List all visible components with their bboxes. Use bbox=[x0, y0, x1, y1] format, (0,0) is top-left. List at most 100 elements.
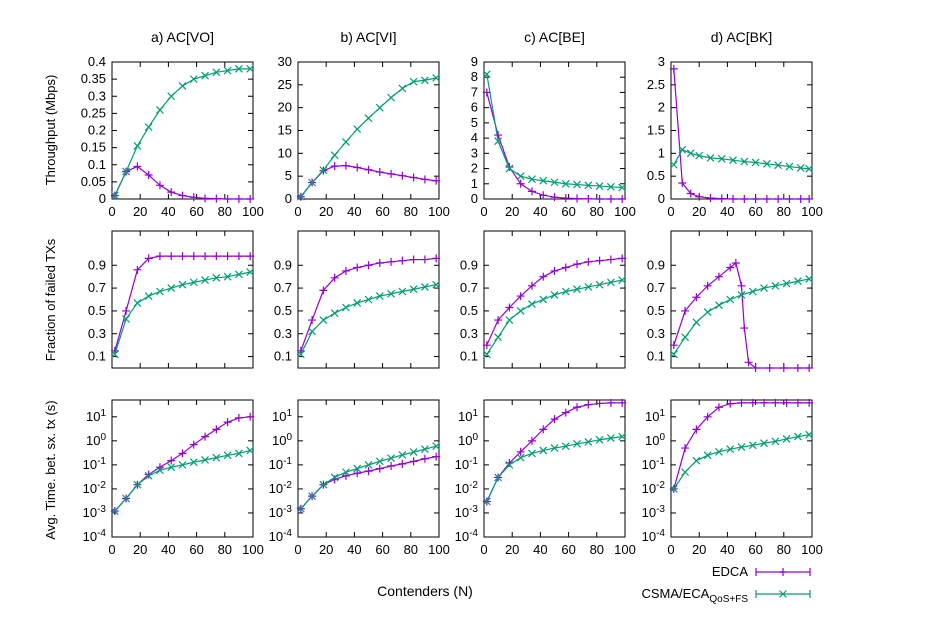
data-point-edca bbox=[762, 195, 771, 203]
data-point-csma bbox=[606, 434, 615, 443]
data-point-csma bbox=[398, 450, 407, 459]
y-tick-label: 3 bbox=[658, 54, 665, 69]
y-tick-label: 0.5 bbox=[88, 303, 106, 318]
data-point-csma bbox=[167, 92, 176, 101]
x-tick-label: 60 bbox=[748, 204, 762, 219]
data-point-edca bbox=[201, 194, 210, 203]
plot-frame bbox=[670, 61, 813, 200]
data-point-csma bbox=[561, 179, 570, 188]
data-point-csma bbox=[156, 287, 164, 296]
data-point-csma bbox=[223, 272, 232, 281]
data-point-edca bbox=[212, 425, 221, 434]
data-point-edca bbox=[561, 263, 570, 272]
x-tick-label: 80 bbox=[590, 204, 604, 219]
data-point-edca bbox=[717, 194, 726, 203]
data-point-csma bbox=[539, 176, 548, 185]
data-point-csma bbox=[398, 287, 407, 296]
data-point-edca bbox=[737, 398, 746, 407]
x-tick-label: 40 bbox=[161, 542, 175, 557]
y-tick-label: 0.7 bbox=[460, 280, 478, 295]
data-point-csma bbox=[729, 156, 737, 165]
data-point-csma bbox=[409, 77, 418, 86]
y-tick-label: 5 bbox=[285, 168, 292, 183]
data-point-edca bbox=[398, 459, 407, 468]
data-point-csma bbox=[167, 463, 176, 472]
panel-title: a) AC[VO] bbox=[151, 29, 214, 45]
y-tick-label: 101 bbox=[86, 408, 106, 424]
data-point-csma bbox=[167, 284, 176, 293]
data-point-edca bbox=[178, 449, 187, 458]
y-tick-label: 0.3 bbox=[88, 326, 106, 341]
data-point-csma bbox=[330, 151, 339, 160]
data-point-csma bbox=[432, 280, 441, 289]
data-point-edca bbox=[706, 194, 715, 203]
data-point-csma bbox=[785, 162, 794, 171]
data-point-edca bbox=[409, 173, 418, 182]
data-point-edca bbox=[330, 162, 339, 171]
y-tick-label: 15 bbox=[278, 123, 292, 138]
data-point-csma bbox=[133, 299, 142, 307]
data-point-csma bbox=[796, 164, 805, 172]
y-tick-label: 4 bbox=[471, 130, 478, 145]
data-point-csma bbox=[122, 494, 131, 503]
data-point-csma bbox=[353, 464, 362, 473]
plot-frame bbox=[483, 230, 626, 369]
series-line-csma bbox=[300, 445, 437, 510]
x-tick-label: 20 bbox=[505, 542, 519, 557]
plot-frame bbox=[111, 399, 254, 538]
data-point-csma bbox=[606, 278, 615, 287]
data-point-edca bbox=[726, 399, 735, 408]
x-tick-label: 0 bbox=[108, 204, 115, 219]
data-point-csma bbox=[669, 350, 678, 359]
panel-title: b) AC[VI] bbox=[340, 29, 396, 45]
data-point-csma bbox=[528, 175, 536, 184]
data-point-csma bbox=[246, 268, 255, 277]
data-point-edca bbox=[246, 195, 255, 203]
plot-frame bbox=[670, 230, 813, 369]
y-tick-label: 10-4 bbox=[455, 528, 479, 544]
data-point-csma bbox=[751, 158, 760, 167]
x-tick-label: 80 bbox=[404, 204, 418, 219]
y-tick-label: 0.1 bbox=[274, 349, 292, 364]
data-point-csma bbox=[375, 292, 384, 300]
y-tick-label: 0.7 bbox=[88, 280, 106, 295]
y-tick-label: 2.5 bbox=[647, 77, 665, 92]
data-point-csma bbox=[717, 154, 726, 163]
x-tick-label: 80 bbox=[777, 204, 791, 219]
data-point-csma bbox=[122, 314, 131, 323]
data-point-edca bbox=[793, 398, 802, 407]
data-point-edca bbox=[178, 252, 187, 261]
data-point-csma bbox=[760, 284, 768, 293]
data-point-edca bbox=[223, 252, 232, 261]
data-point-csma bbox=[494, 473, 503, 482]
x-tick-label: 80 bbox=[777, 542, 791, 557]
data-point-csma bbox=[692, 318, 701, 327]
data-point-edca bbox=[409, 457, 418, 466]
data-point-csma bbox=[330, 473, 339, 482]
x-tick-label: 80 bbox=[590, 542, 604, 557]
data-point-edca bbox=[703, 412, 712, 421]
y-tick-label: 0.35 bbox=[81, 71, 106, 86]
x-tick-label: 0 bbox=[108, 542, 115, 557]
data-point-csma bbox=[364, 460, 373, 469]
data-point-edca bbox=[539, 272, 548, 281]
data-point-csma bbox=[308, 178, 317, 187]
data-point-edca bbox=[420, 175, 429, 184]
series-line-edca bbox=[673, 68, 810, 200]
y-tick-label: 101 bbox=[458, 408, 478, 424]
y-tick-label: 0.3 bbox=[274, 326, 292, 341]
y-tick-label: 0.9 bbox=[647, 257, 665, 272]
data-point-csma bbox=[482, 70, 491, 79]
data-point-csma bbox=[760, 439, 768, 448]
data-point-csma bbox=[805, 164, 814, 173]
y-tick-label: 10-3 bbox=[642, 504, 666, 520]
data-point-csma bbox=[409, 285, 418, 294]
y-tick-label: 0 bbox=[285, 191, 292, 206]
data-point-csma bbox=[246, 64, 255, 73]
legend-label: EDCA bbox=[712, 564, 748, 579]
data-point-csma bbox=[189, 278, 198, 287]
data-point-csma bbox=[234, 449, 243, 458]
data-point-edca bbox=[201, 432, 210, 441]
y-tick-label: 10-3 bbox=[455, 504, 479, 520]
data-point-csma bbox=[189, 458, 198, 467]
